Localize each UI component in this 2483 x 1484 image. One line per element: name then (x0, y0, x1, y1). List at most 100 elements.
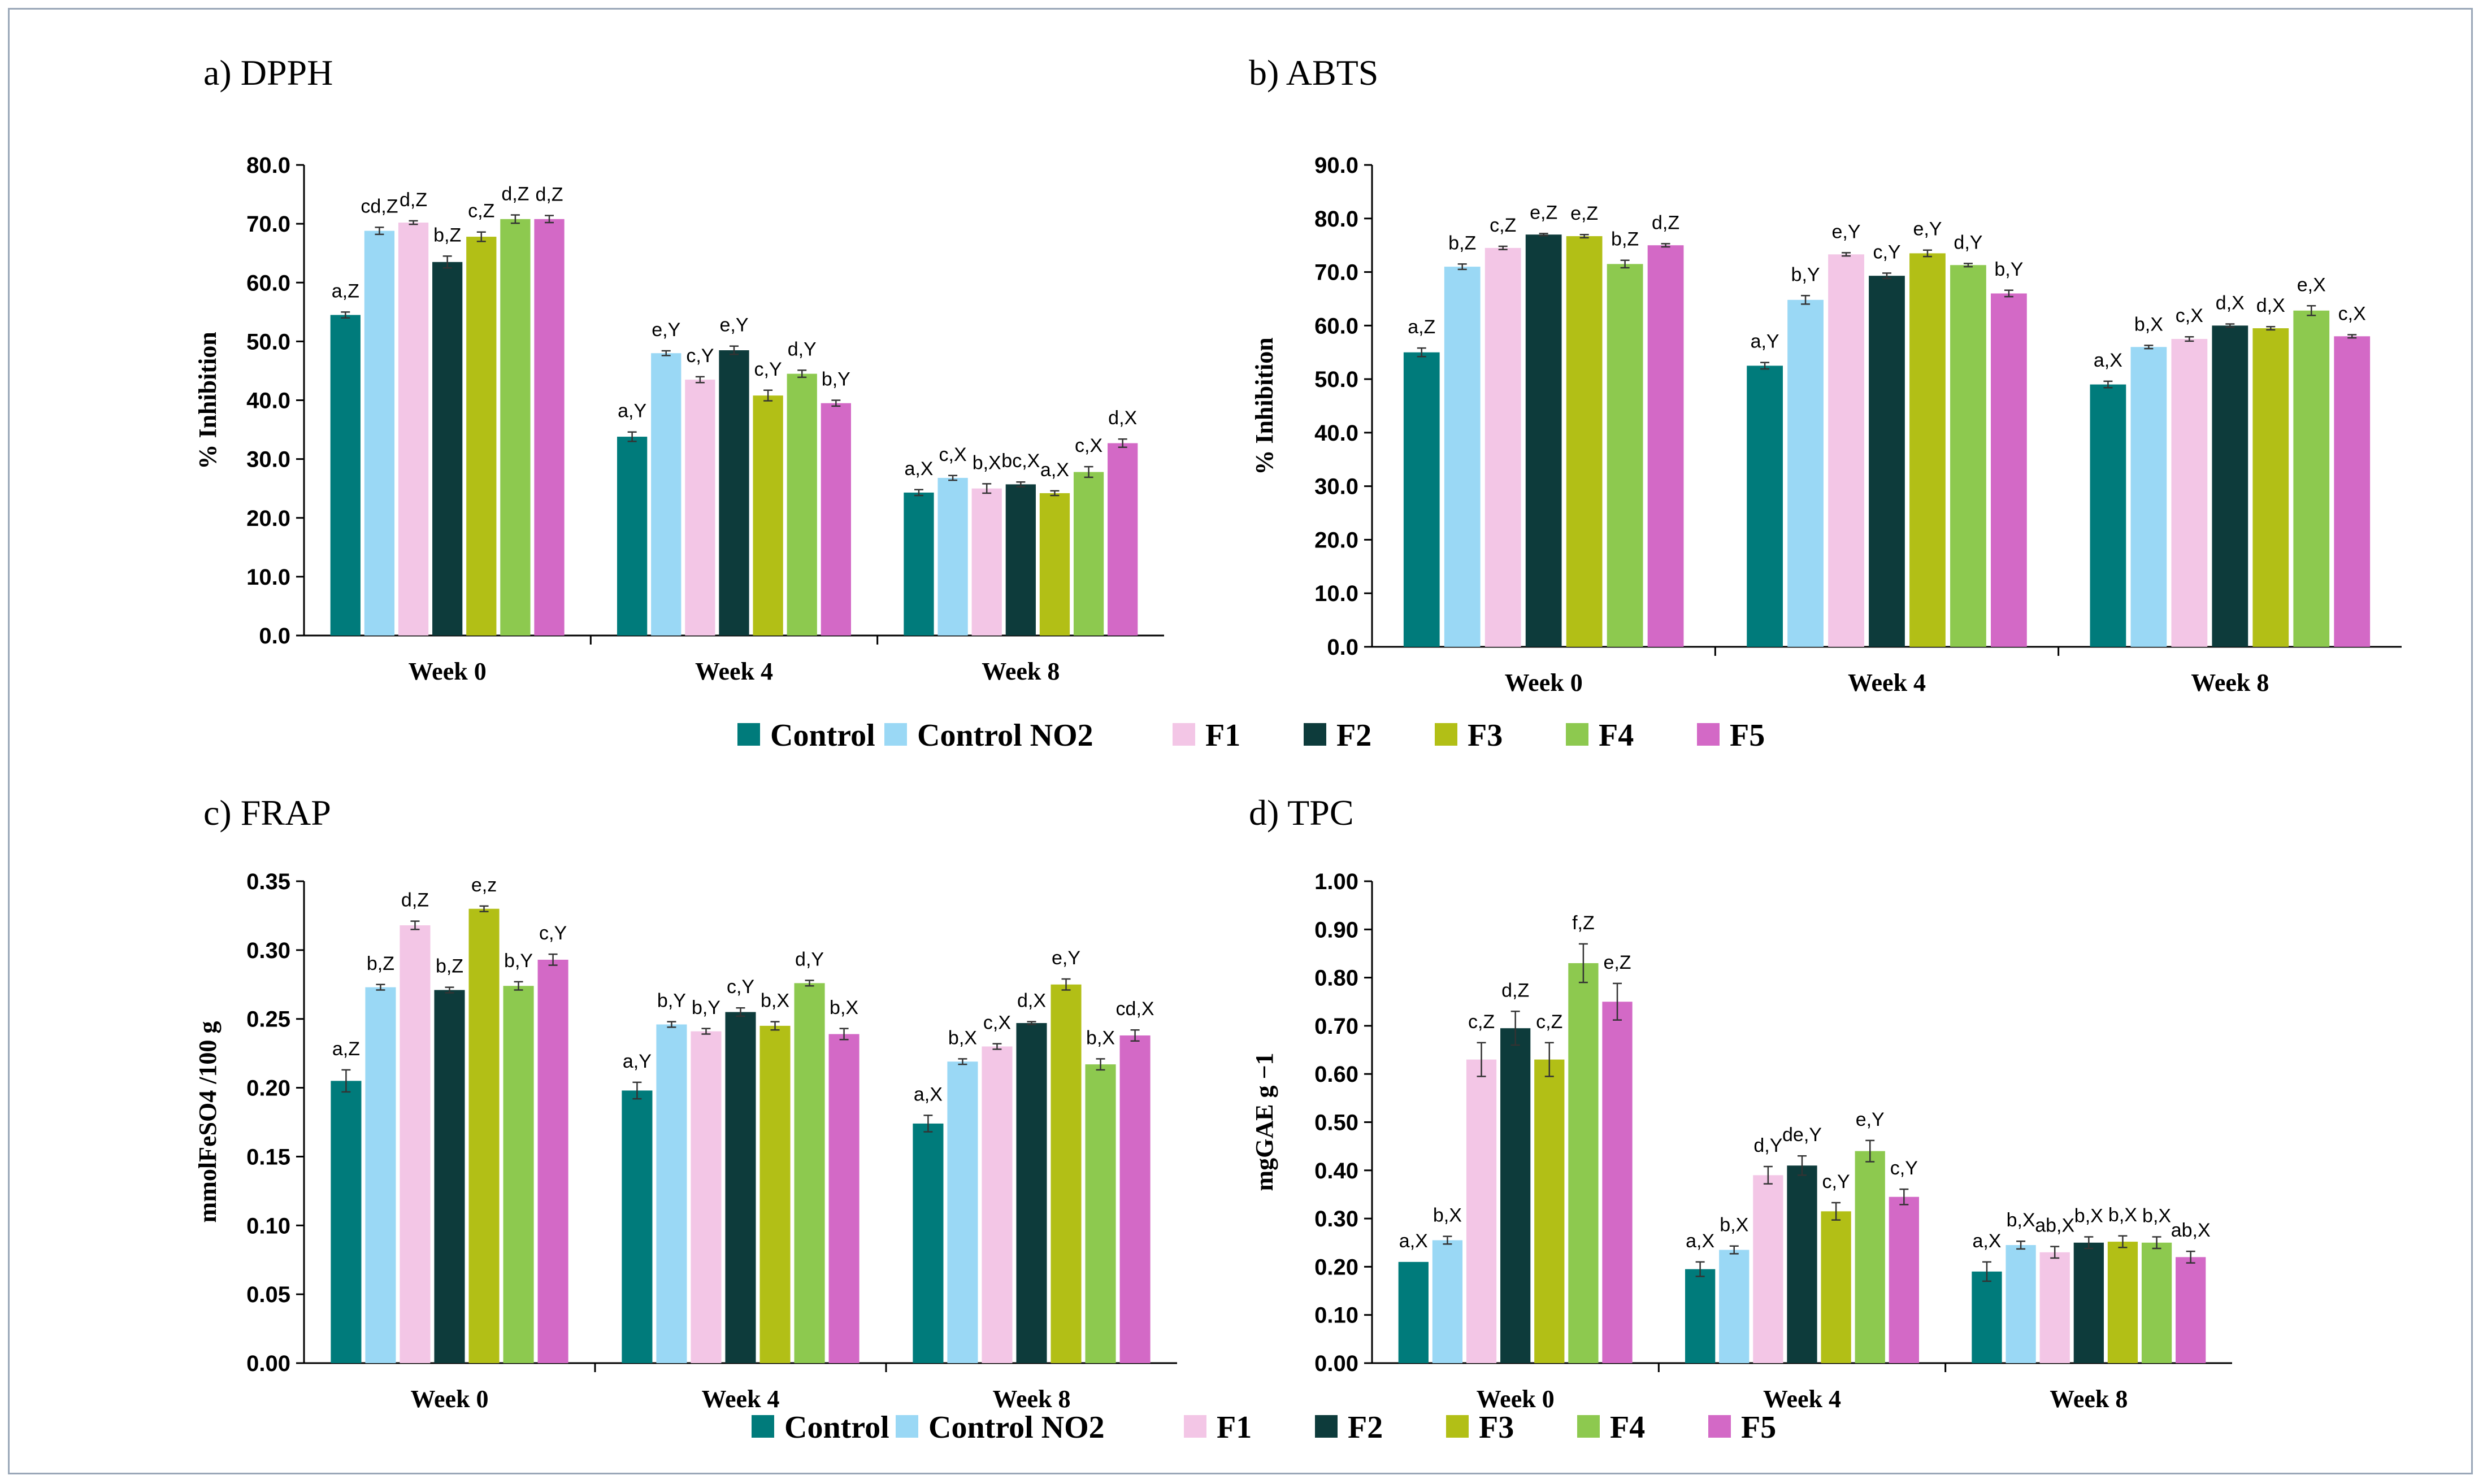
legend-swatch (1446, 1415, 1469, 1438)
bar-f1-week-8 (971, 488, 1002, 636)
data-label: d,Y (795, 948, 824, 970)
y-tick-label: 0.15 (246, 1144, 290, 1169)
legend-swatch (1184, 1415, 1206, 1438)
y-tick-label: 70.0 (1314, 260, 1358, 285)
data-label: c,Y (1822, 1171, 1850, 1193)
bar-f2-week-0 (432, 262, 463, 636)
data-label: d,Y (1753, 1135, 1782, 1156)
error-bar (442, 255, 452, 269)
y-tick-label: 80.0 (1314, 207, 1358, 232)
legend-label: F1 (1205, 718, 1240, 753)
data-label: c,Z (468, 201, 494, 222)
y-tick-label: 20.0 (246, 506, 290, 531)
error-bar (1982, 1261, 1991, 1282)
error-bar (2103, 380, 2113, 389)
error-bar (627, 431, 637, 442)
legend-swatch (737, 723, 760, 746)
error-bar (1130, 1029, 1140, 1042)
bar-f5-week-8 (2176, 1257, 2206, 1363)
bar-f5-week-4 (821, 403, 851, 636)
bar-control-week-4 (617, 437, 648, 636)
data-label: c,X (2176, 305, 2203, 327)
bar-f3-week-8 (2107, 1242, 2138, 1363)
y-tick-label: 0.30 (1314, 1207, 1358, 1231)
bar-f1-week-0 (1484, 247, 1521, 647)
data-label: a,Y (623, 1051, 652, 1072)
bar-f3-week-4 (1909, 253, 1946, 647)
error-bar (730, 345, 739, 355)
x-category-label: Week 0 (1477, 1385, 1555, 1413)
bar-f3-week-0 (468, 908, 500, 1363)
bar-f4-week-8 (1085, 1064, 1116, 1363)
error-bar (1865, 1139, 1875, 1163)
data-label: a,X (914, 1083, 943, 1105)
data-label: c,Y (1873, 241, 1900, 263)
error-bar (1963, 263, 1973, 268)
bar-control-week-0 (330, 315, 361, 636)
data-label: b,Y (1791, 264, 1820, 285)
data-label: d,X (1108, 407, 1137, 429)
error-bar (839, 1028, 849, 1041)
bar-f3-week-8 (1039, 493, 1070, 636)
bar-f5-week-0 (534, 219, 565, 636)
y-tick-label: 0.25 (246, 1007, 290, 1032)
data-label: c,Y (539, 922, 567, 944)
panel-b-abts: b) ABTS % Inhibition 0.0 10.0 20.0 30.0 40.0 50… (1249, 53, 2402, 697)
data-label: f,Z (1572, 912, 1595, 934)
bar-f1-week-4 (685, 380, 715, 636)
y-tick-label: 0.90 (1314, 917, 1358, 942)
data-label: b,X (973, 452, 1001, 473)
bar-f3-week-0 (1534, 1059, 1565, 1363)
error-bar (2084, 1236, 2094, 1250)
data-label: c,Y (686, 345, 714, 367)
data-label: ab,X (2171, 1220, 2211, 1241)
bar-f2-week-8 (2073, 1242, 2104, 1363)
bar-f3-week-4 (1821, 1211, 1851, 1363)
error-bar (2050, 1246, 2060, 1259)
data-label: e,Y (1052, 947, 1080, 969)
legend-swatch (1173, 723, 1195, 746)
y-tick-label: 0.35 (246, 869, 290, 894)
y-axis-label: mgGAE g −1 (1251, 1052, 1278, 1191)
error-bar (341, 1069, 351, 1093)
error-bar (701, 1028, 711, 1035)
data-label: c,Z (1536, 1011, 1562, 1033)
data-label: bc,X (1001, 450, 1040, 472)
data-label: a,X (1040, 459, 1069, 481)
data-label: e,Y (1856, 1109, 1885, 1130)
y-tick-label: 80.0 (246, 153, 290, 178)
data-label: a,X (1686, 1230, 1714, 1252)
data-label: c,Y (1890, 1157, 1918, 1179)
y-tick-label: 10.0 (246, 565, 290, 590)
legend-item-control: Control (737, 718, 875, 753)
error-bar (1882, 272, 1891, 280)
error-bar (479, 905, 489, 912)
data-label: b,X (2108, 1204, 2137, 1226)
error-bar (661, 350, 671, 356)
error-bar (1842, 252, 1851, 257)
error-bar (2266, 325, 2276, 331)
y-tick-label: 70.0 (246, 212, 290, 237)
bar-f2-week-0 (1525, 234, 1562, 647)
data-label: b,X (2007, 1209, 2035, 1231)
bar-f3-week-0 (466, 237, 497, 636)
y-tick-label: 0.0 (259, 624, 290, 649)
legend-item-f5: F5 (1697, 718, 1765, 753)
legend-label: Control (784, 1410, 889, 1445)
data-label: c,X (939, 444, 967, 465)
error-bar (958, 1058, 967, 1065)
legend-item-control-no2: Control NO2 (896, 1410, 1105, 1445)
y-tick-label: 0.05 (246, 1282, 290, 1307)
bar-control-no2-week-4 (651, 353, 681, 636)
y-tick-label: 10.0 (1314, 581, 1358, 606)
bar-f5-week-4 (828, 1034, 860, 1363)
error-bar (632, 1081, 642, 1100)
data-label: a,X (2094, 350, 2122, 371)
bar-control-week-0 (1398, 1261, 1429, 1363)
data-label: b,X (1720, 1215, 1748, 1236)
error-bar (1096, 1058, 1105, 1071)
y-tick-label: 0.60 (1314, 1062, 1358, 1087)
bar-f4-week-8 (2293, 310, 2330, 647)
y-tick-label: 30.0 (246, 447, 290, 472)
error-bar (1729, 1245, 1739, 1255)
